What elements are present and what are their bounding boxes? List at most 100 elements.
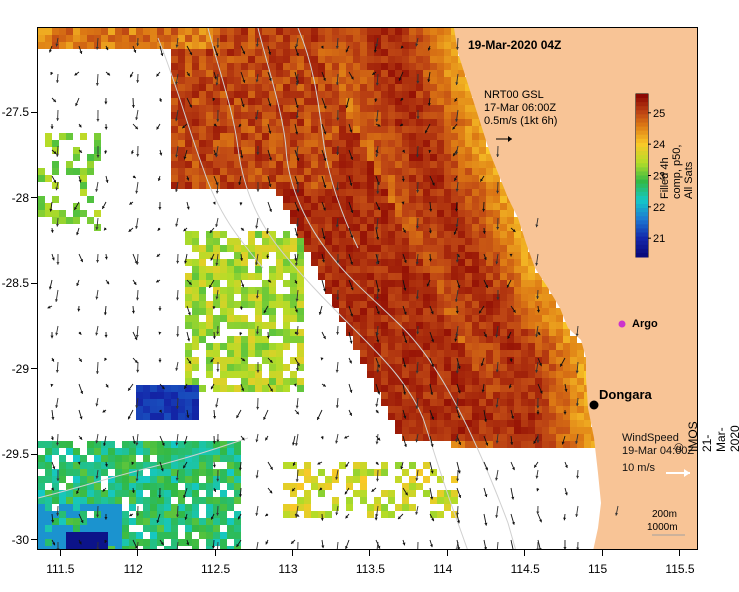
sst-cell — [388, 77, 395, 84]
sst-cell — [283, 175, 290, 182]
sst-cell — [409, 217, 416, 224]
current-arrow-head — [79, 149, 82, 153]
sst-cell — [479, 364, 486, 371]
sst-cell — [395, 371, 402, 378]
sst-cell — [409, 308, 416, 315]
current-arrow-head — [539, 519, 542, 523]
sst-cell — [451, 434, 458, 441]
sst-cell — [192, 525, 199, 532]
sst-cell — [430, 371, 437, 378]
sst-cell — [395, 98, 402, 105]
sst-cell — [437, 98, 444, 105]
sst-cell — [360, 49, 367, 56]
sst-cell — [171, 448, 178, 455]
sst-cell — [339, 49, 346, 56]
sst-cell — [402, 161, 409, 168]
sst-cell — [101, 42, 108, 49]
sst-cell — [472, 196, 479, 203]
sst-cell — [241, 301, 248, 308]
sst-cell — [241, 182, 248, 189]
sst-cell — [395, 294, 402, 301]
sst-cell — [227, 147, 234, 154]
current-arrow-head — [129, 513, 133, 517]
sst-cell — [220, 175, 227, 182]
sst-cell — [493, 364, 500, 371]
sst-cell — [381, 350, 388, 357]
sst-cell — [423, 112, 430, 119]
sst-cell — [444, 350, 451, 357]
sst-cell — [325, 112, 332, 119]
sst-cell — [367, 252, 374, 259]
sst-cell — [493, 217, 500, 224]
current-arrow-head — [268, 279, 272, 283]
sst-cell — [437, 259, 444, 266]
wind-arrow-head — [175, 477, 179, 481]
sst-cell — [269, 329, 276, 336]
current-arrow-head — [268, 130, 272, 134]
current-arrow-head — [320, 436, 324, 440]
sst-cell — [458, 273, 465, 280]
sst-cell — [395, 175, 402, 182]
sst-cell — [430, 406, 437, 413]
sst-cell — [374, 28, 381, 35]
sst-cell — [283, 252, 290, 259]
sst-cell — [136, 518, 143, 525]
sst-cell — [535, 441, 542, 448]
sst-cell — [157, 28, 164, 35]
sst-cell — [206, 532, 213, 539]
sst-cell — [577, 371, 584, 378]
sst-cell — [304, 196, 311, 203]
sst-cell — [360, 343, 367, 350]
wind-arrow-head — [415, 439, 419, 443]
sst-cell — [262, 350, 269, 357]
sst-cell — [297, 98, 304, 105]
sst-cell — [276, 189, 283, 196]
sst-cell — [59, 133, 66, 140]
sst-cell — [451, 385, 458, 392]
sst-cell — [514, 308, 521, 315]
wind-arrow-head — [455, 259, 459, 263]
sst-cell — [353, 161, 360, 168]
sst-cell — [556, 329, 563, 336]
sst-cell — [171, 469, 178, 476]
sst-cell — [416, 280, 423, 287]
sst-cell — [493, 343, 500, 350]
sst-cell — [430, 28, 437, 35]
sst-cell — [52, 140, 59, 147]
sst-cell — [269, 161, 276, 168]
sst-cell — [206, 175, 213, 182]
sst-cell — [59, 469, 66, 476]
argo-marker[interactable] — [618, 320, 626, 328]
sst-cell — [311, 28, 318, 35]
wind-arrow-head — [335, 440, 339, 444]
sst-cell — [346, 35, 353, 42]
sst-cell — [339, 119, 346, 126]
sst-cell — [66, 546, 73, 549]
sst-cell — [332, 252, 339, 259]
sst-cell — [353, 105, 360, 112]
current-arrow-head — [536, 488, 540, 492]
sst-cell — [262, 28, 269, 35]
wind-arrow-head — [56, 548, 60, 549]
sst-cell — [409, 63, 416, 70]
sst-cell — [437, 301, 444, 308]
wind-arrow-head — [575, 333, 579, 337]
sst-cell — [423, 287, 430, 294]
sst-cell — [66, 490, 73, 497]
sst-cell — [241, 287, 248, 294]
sst-cell — [388, 308, 395, 315]
sst-cell — [416, 196, 423, 203]
sst-cell — [367, 364, 374, 371]
sst-cell — [521, 364, 528, 371]
sst-cell — [304, 245, 311, 252]
current-arrow-head — [483, 257, 487, 261]
current-arrow-head — [212, 201, 216, 205]
dongara-marker[interactable] — [589, 400, 599, 410]
sst-cell — [248, 119, 255, 126]
sst-cell — [416, 182, 423, 189]
sst-cell — [493, 413, 500, 420]
sst-cell — [192, 469, 199, 476]
sst-cell — [101, 525, 108, 532]
sst-cell — [283, 245, 290, 252]
sst-cell — [206, 252, 213, 259]
